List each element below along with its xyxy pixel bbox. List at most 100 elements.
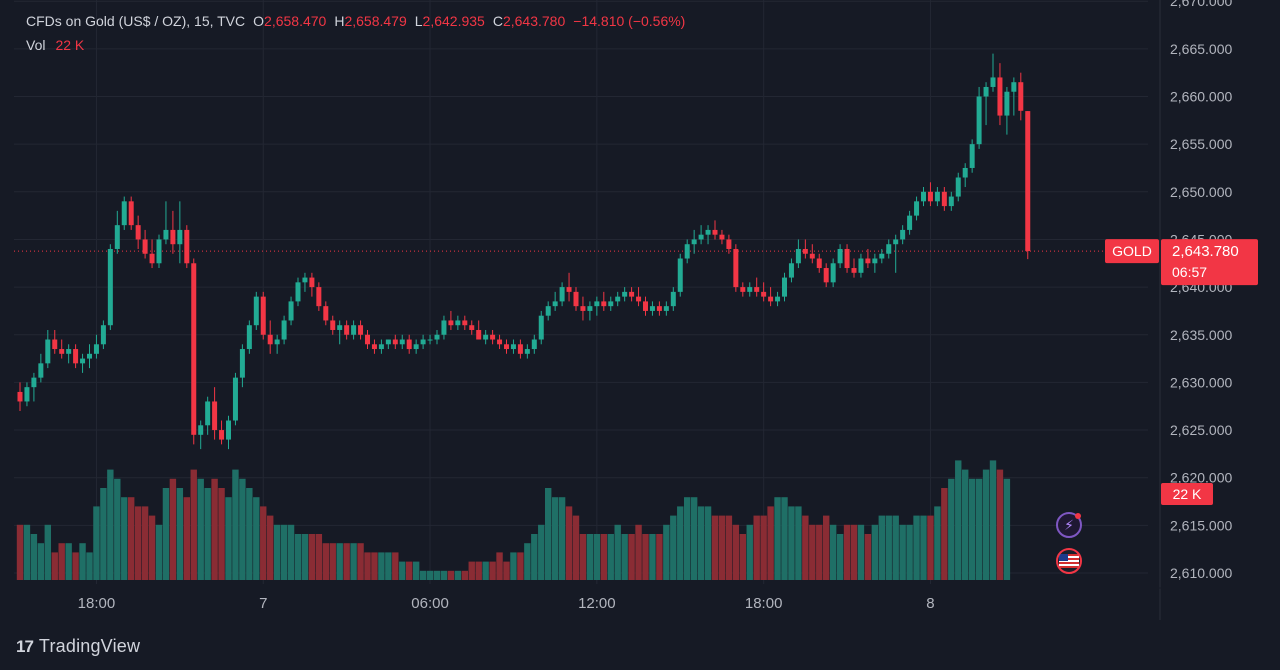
candle-body [698,234,704,240]
volume-bar [30,534,38,580]
candle-body [239,349,245,378]
volume-bar [128,497,135,580]
candle-body [538,315,544,340]
price-tick-label: 2,630.000 [1170,374,1232,390]
volume-bar [843,524,851,580]
candle-body [691,239,697,245]
candle-body [955,177,961,197]
candle-body [274,339,280,345]
volume-bar [579,534,587,580]
candle-body [782,277,787,297]
candle-body [330,320,336,330]
candle-body [156,239,162,264]
candle-body [775,296,781,302]
candle-body [761,291,767,297]
grid-lines [14,0,1161,620]
candle-body [378,344,384,350]
candle-body [198,425,204,435]
volume-row: Vol 22 K [26,33,685,57]
candle-body [434,334,440,340]
last-price-tag-background [1161,239,1258,286]
candle-body [552,301,558,307]
candle-body [1011,82,1017,92]
volume-bar [802,515,809,580]
candle-body [629,291,635,297]
volume-bar [100,488,107,580]
candle-body [934,191,940,202]
candle-body [517,344,523,354]
candle-body [941,191,947,207]
candle-body [545,306,551,316]
volume-bar [308,534,316,580]
chart-legend: CFDs on Gold (US$ / OZ), 15, TVC O 2,658.… [26,9,685,57]
candle-body [524,349,530,354]
candle-body [149,253,155,264]
price-tick-label: 2,655.000 [1170,136,1232,152]
candle-body [66,349,72,354]
volume-bar [767,506,774,580]
candle-body [469,325,475,330]
volume-bar [287,524,295,580]
candle-body [893,239,899,245]
candle-body [163,229,169,240]
symbol-tag-label: GOLD [1112,243,1152,259]
open-value: 2,658.470 [264,13,327,29]
tradingview-logo[interactable]: 17 TradingView [16,636,140,657]
candle-body [566,287,572,292]
volume-bar [433,570,441,580]
candle-body [309,277,315,288]
candle-body [872,258,878,264]
volume-bar [371,552,378,580]
candle-body [559,287,565,302]
volume-bar [468,561,475,580]
flag-graphic [1059,554,1079,568]
volume-bar [107,469,114,580]
volume-bar [204,488,211,580]
low-value: 2,642.935 [422,13,485,29]
price-tick-label: 2,620.000 [1170,470,1232,486]
time-tick-label: 7 [259,595,267,612]
time-tick-label: 18:00 [78,595,116,612]
candle-body [712,229,718,235]
volume-bar [677,506,684,580]
candle-body [608,301,614,307]
symbol-tag-background [1105,239,1159,264]
candle-body [962,167,968,178]
price-tick-label: 2,635.000 [1170,327,1232,343]
volume-bar [635,524,642,580]
volume-bar [141,506,149,580]
volume-bar [239,478,246,580]
price-tick-label: 2,650.000 [1170,184,1232,200]
volume-bar [294,534,302,580]
candle-body [573,291,579,307]
candle-body [733,248,739,288]
volume-value: 22 K [55,37,85,53]
candle-body [726,239,732,249]
price-tick-label: 2,670.000 [1170,0,1232,9]
high-label: H [334,13,345,29]
volume-bar [454,570,462,580]
volume-bar [65,543,72,580]
candle-body [1025,111,1031,252]
candle-body [747,287,753,292]
volume-bar [322,543,329,580]
candle-body [73,349,79,364]
candle-body [420,339,426,345]
lightning-icon[interactable]: ⚡ [1056,512,1082,538]
candle-body [705,229,711,235]
volume-bar [412,561,420,580]
volume-bar [829,524,837,580]
volume-tag-value: 22 K [1173,486,1202,502]
candle-body [385,339,391,345]
candle-body [344,325,350,335]
volume-bar [607,534,614,580]
volume-bar [704,506,712,580]
candle-body [615,296,621,302]
high-value: 2,658.479 [344,13,407,29]
volume-bar [531,534,538,580]
us-flag-icon[interactable] [1056,548,1082,574]
volume-bar [788,506,795,580]
volume-bar [878,515,885,580]
volume-bar [718,515,726,580]
